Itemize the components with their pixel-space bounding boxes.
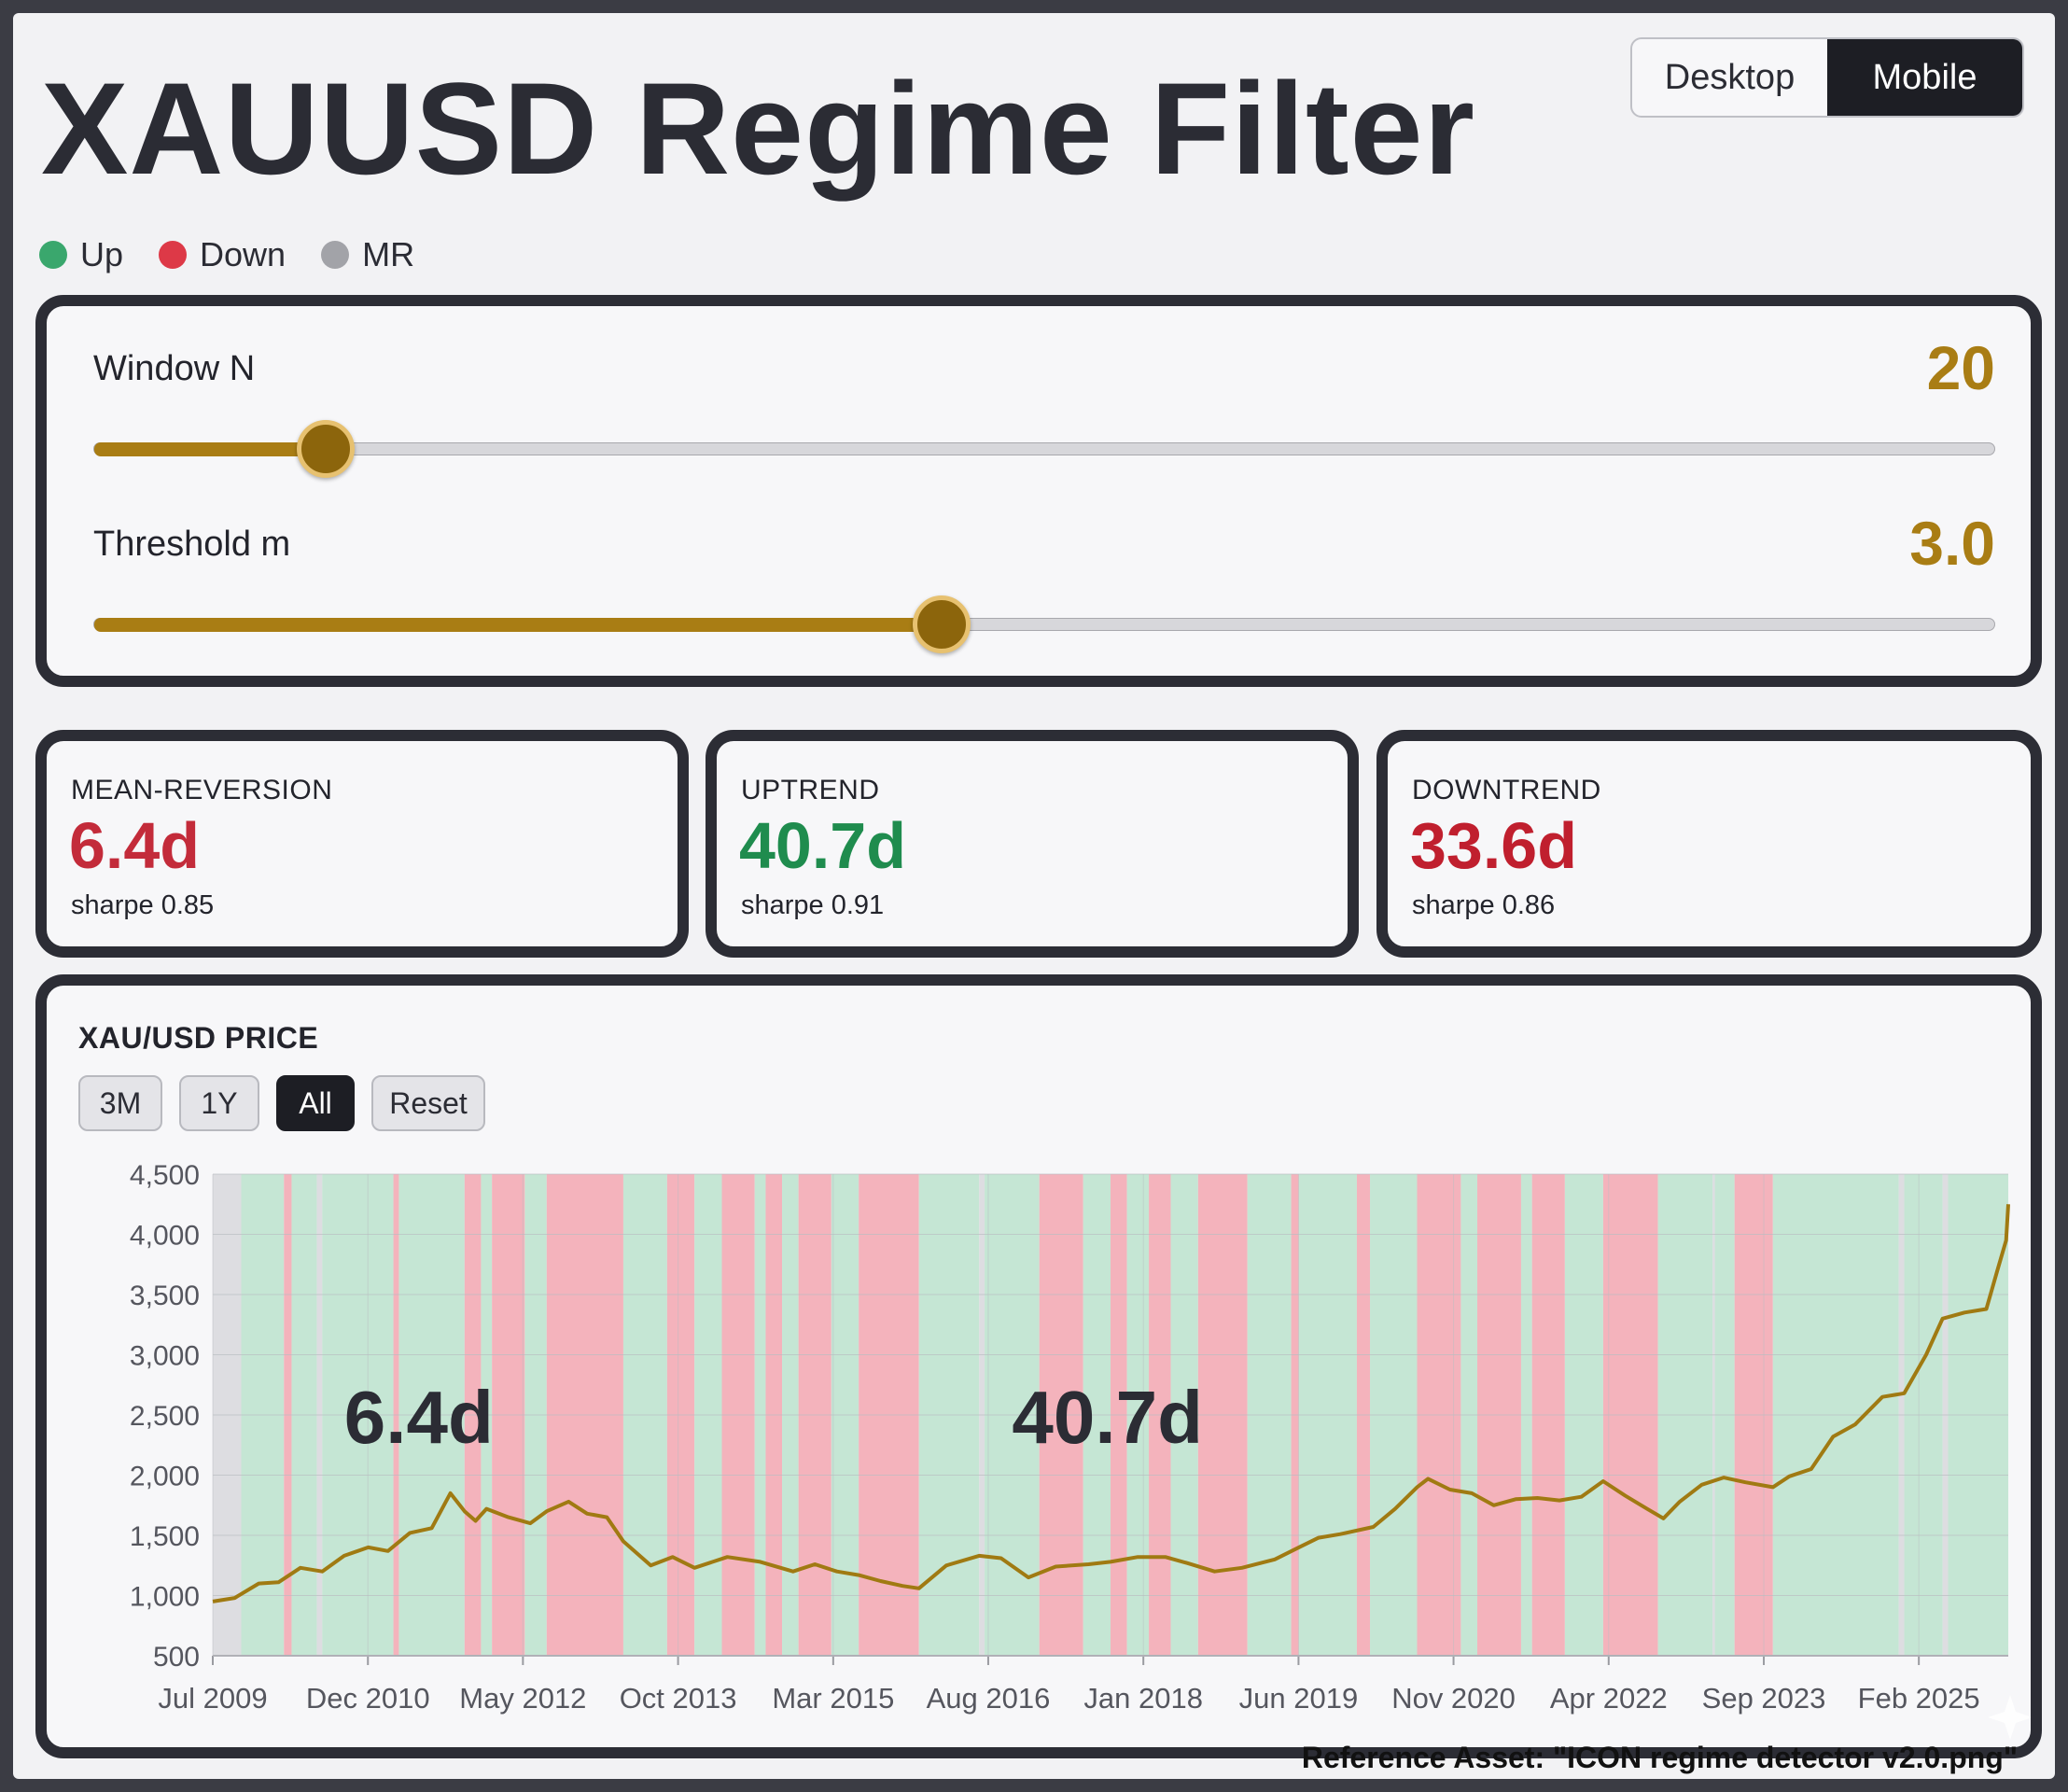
x-tick-label: Feb 2025	[1858, 1682, 1980, 1715]
chart-panel: XAU/USD PRICE 3M 1Y All Reset 500 1,000 1,…	[35, 974, 2042, 1758]
stat-sharpe: sharpe 0.91	[741, 890, 885, 920]
legend-item-mr: MR	[321, 235, 414, 274]
threshold-slider-value: 3.0	[1909, 509, 1995, 578]
chart-annotation: 6.4d	[344, 1376, 494, 1459]
footer-reference-text: Reference Asset: "ICON regime detector v…	[1301, 1741, 2018, 1774]
reset-button[interactable]: Reset	[371, 1075, 485, 1131]
down-dot-icon	[159, 241, 188, 269]
sparkle-icon	[1988, 1695, 2031, 1740]
threshold-slider-fill	[94, 617, 943, 632]
x-tick-label: May 2012	[459, 1682, 586, 1715]
x-tick-label: Apr 2022	[1550, 1682, 1668, 1715]
y-tick-label: 2,000	[130, 1462, 200, 1492]
stat-sharpe: sharpe 0.86	[1412, 890, 1556, 920]
page-title: XAUUSD Regime Filter	[41, 55, 1475, 202]
regime-legend: Up Down MR	[39, 235, 414, 274]
range-button-1y[interactable]: 1Y	[179, 1075, 259, 1131]
stat-label: UPTREND	[741, 775, 880, 805]
legend-label: Up	[80, 235, 124, 273]
up-dot-icon	[39, 241, 67, 269]
window-slider-track[interactable]	[93, 420, 1995, 478]
y-tick-label: 3,500	[130, 1281, 200, 1311]
x-tick-label: Sep 2023	[1702, 1682, 1826, 1715]
legend-item-up: Up	[39, 235, 123, 274]
range-button-3m[interactable]: 3M	[78, 1075, 162, 1131]
window-slider-label: Window N	[93, 349, 256, 388]
x-tick-label: Oct 2013	[620, 1682, 737, 1715]
chart-title: XAU/USD PRICE	[78, 1021, 319, 1055]
stat-value: 6.4d	[69, 809, 201, 882]
y-tick-label: 3,000	[130, 1341, 200, 1372]
y-tick-label: 500	[153, 1642, 200, 1673]
app-frame: XAUUSD Regime Filter Desktop Mobile Up D…	[13, 13, 2055, 1779]
threshold-slider-label: Threshold m	[93, 525, 291, 564]
chart-annotation: 40.7d	[1012, 1376, 1203, 1459]
threshold-slider-thumb[interactable]	[913, 595, 971, 653]
y-tick-label: 4,500	[130, 1160, 200, 1191]
price-chart[interactable]: 500 1,000 1,500 2,000 2,500 3,000 3,500 4,000 4,…	[47, 1154, 2031, 1751]
legend-label: Down	[200, 235, 286, 273]
stat-card-downtrend: DOWNTREND 33.6d sharpe 0.86	[1376, 730, 2042, 958]
x-tick-label: Jan 2018	[1083, 1682, 1203, 1715]
x-tick-label: Jul 2009	[158, 1682, 267, 1715]
controls-panel: Window N 20 Threshold m 3.0	[35, 295, 2042, 687]
stat-value: 40.7d	[739, 809, 906, 882]
window-slider-value: 20	[1926, 333, 1995, 402]
legend-item-down: Down	[159, 235, 286, 274]
stat-card-mean-reversion: MEAN-REVERSION 6.4d sharpe 0.85	[35, 730, 689, 958]
stat-card-uptrend: UPTREND 40.7d sharpe 0.91	[706, 730, 1359, 958]
desktop-toggle-button[interactable]: Desktop	[1664, 57, 1796, 97]
mobile-toggle-button[interactable]: Mobile	[1827, 39, 2022, 116]
mr-dot-icon	[321, 241, 350, 269]
legend-label: MR	[362, 235, 415, 273]
window-slider-thumb[interactable]	[297, 420, 356, 478]
threshold-slider-track[interactable]	[93, 595, 1995, 653]
stat-label: MEAN-REVERSION	[71, 775, 333, 805]
stat-value: 33.6d	[1410, 809, 1577, 882]
y-tick-label: 1,500	[130, 1521, 200, 1552]
y-tick-label: 2,500	[130, 1401, 200, 1432]
stat-sharpe: sharpe 0.85	[71, 890, 215, 920]
window-slider-fill	[94, 441, 327, 456]
x-tick-label: Aug 2016	[927, 1682, 1051, 1715]
y-tick-label: 1,000	[130, 1582, 200, 1613]
x-tick-label: Dec 2010	[306, 1682, 430, 1715]
x-tick-label: Mar 2015	[772, 1682, 894, 1715]
y-tick-label: 4,000	[130, 1221, 200, 1252]
view-toggle: Desktop Mobile	[1630, 37, 2024, 118]
price-series-line	[212, 1204, 2010, 1603]
x-tick-label: Nov 2020	[1391, 1682, 1516, 1715]
x-tick-label: Jun 2019	[1239, 1682, 1359, 1715]
stat-label: DOWNTREND	[1412, 775, 1601, 805]
range-button-all[interactable]: All	[276, 1075, 355, 1131]
